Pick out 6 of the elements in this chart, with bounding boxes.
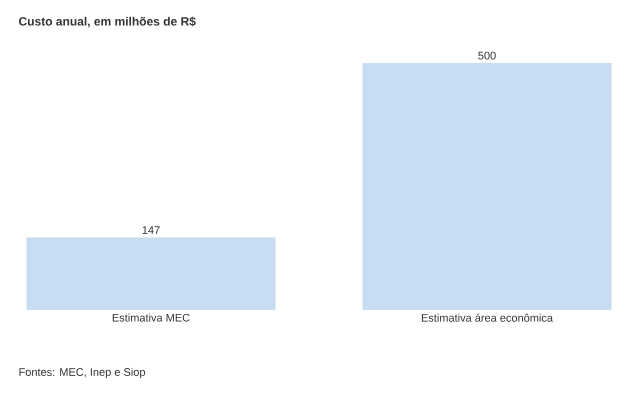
chart-title: Custo anual, em milhões de R$	[19, 16, 196, 28]
data-label: 147	[142, 226, 160, 234]
x-tick-label: Estimativa MEC	[112, 314, 190, 322]
text: Fontes: MEC, Inep e Siop	[19, 368, 146, 378]
x-tick-label: Estimativa área econômica	[422, 314, 554, 322]
data-label: 500	[478, 52, 496, 60]
